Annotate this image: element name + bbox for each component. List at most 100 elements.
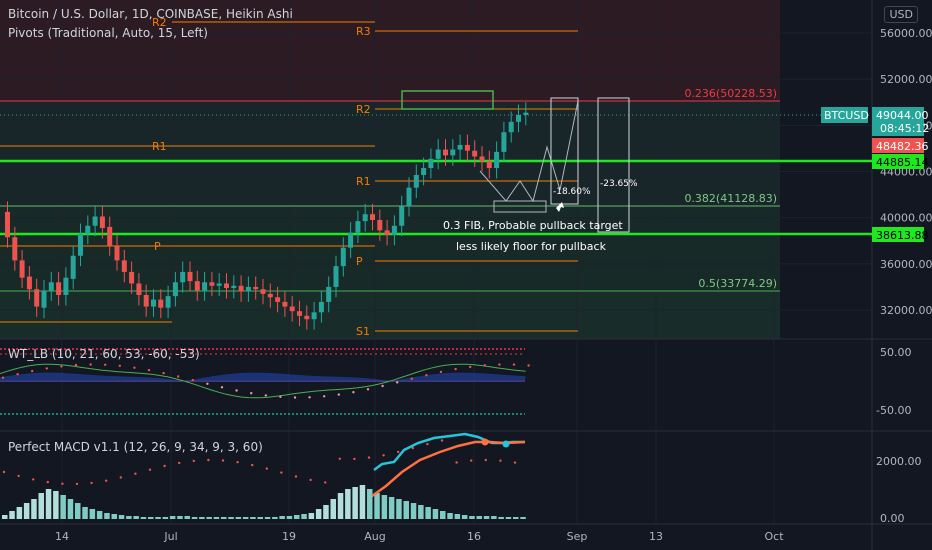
macd-hist-bar	[118, 515, 125, 519]
macd-dot	[192, 459, 195, 463]
macd-hist-bar	[294, 515, 300, 519]
wt2-dot	[454, 367, 457, 371]
macd-dot	[32, 478, 35, 481]
macd-hist-bar	[505, 517, 512, 519]
wt-pane[interactable]	[0, 348, 530, 415]
candle-body	[370, 214, 375, 220]
wt2-dot	[235, 389, 238, 392]
fib-zone-teal	[0, 101, 780, 206]
fib-0236-label: 0.236(50228.53)	[684, 87, 777, 100]
pct-label-2: -23.65%	[600, 179, 638, 189]
candle-body	[63, 277, 69, 295]
countdown-text: 08:45:12	[880, 122, 929, 135]
x-tick: 13	[649, 530, 663, 543]
macd-pane[interactable]	[2, 432, 526, 519]
candle-body	[421, 168, 427, 175]
macd-hist-bar	[2, 515, 8, 519]
target-box[interactable]	[493, 200, 547, 213]
annotation-fib-target[interactable]: 0.3 FIB, Probable pullback target	[443, 219, 623, 232]
macd-cross-dot-1	[481, 438, 489, 446]
macd-hist-bar	[53, 491, 59, 519]
fib-zone-red	[0, 0, 780, 101]
pivots-legend[interactable]: Pivots (Traditional, Auto, 15, Left)	[8, 26, 208, 40]
x-tick: 19	[282, 530, 296, 543]
macd-hist-bar	[352, 487, 358, 519]
measure-box-1[interactable]	[550, 97, 579, 205]
macd-dot	[265, 467, 268, 470]
pct-label-1: -18.60%	[553, 187, 591, 197]
macd-dot	[236, 461, 239, 464]
candle-body	[501, 132, 507, 152]
wt2-dot	[512, 363, 516, 366]
grid-lines	[0, 0, 872, 524]
price-tick: 40000.00	[880, 212, 932, 225]
macd-dot	[148, 468, 152, 471]
annotation-floor[interactable]: less likely floor for pullback	[456, 240, 607, 253]
currency-button[interactable]: USD	[884, 6, 918, 23]
green-high-text: 44885.14	[876, 156, 929, 169]
fib-zone-lowgreen	[0, 291, 780, 339]
resistance-box[interactable]	[401, 90, 494, 110]
x-tick: Jul	[163, 530, 177, 543]
wt2-dot	[74, 363, 78, 367]
price-tick: 32000.00	[880, 304, 932, 317]
macd-hist-bar	[242, 517, 249, 519]
candle-body	[202, 282, 208, 291]
macd-hist-bar	[199, 517, 205, 519]
candle-body	[406, 187, 412, 207]
candle-body	[92, 216, 98, 226]
candle-body	[289, 306, 295, 312]
macd-dot	[119, 476, 123, 479]
wt-legend[interactable]: WT_LB (10, 21, 60, 53, -60, -53)	[8, 347, 200, 361]
candle-body	[19, 260, 25, 278]
macd-hist-bar	[235, 517, 242, 519]
price-tick: 56000.00	[880, 27, 932, 40]
macd-hist-bar	[301, 514, 307, 519]
wt2-dot	[162, 371, 165, 375]
green-low-tag	[872, 227, 924, 242]
macd-hist-bar	[286, 516, 293, 519]
macd-dot	[440, 439, 444, 442]
wt2-dot	[352, 391, 355, 394]
wt2-dot	[147, 368, 151, 372]
candle-body	[282, 301, 288, 307]
macd-hist-bar	[491, 516, 497, 519]
macd-hist-bar	[148, 517, 154, 519]
candle-body	[355, 221, 361, 233]
macd-dot	[163, 464, 166, 468]
candle-body	[187, 271, 193, 282]
macd-hist-bar	[133, 516, 139, 519]
macd-dot	[221, 459, 225, 462]
red-level-text: 48482.36	[876, 140, 929, 153]
wt-area	[0, 372, 526, 381]
pivot-label-r2-old: R2	[152, 16, 167, 29]
candle-body	[180, 271, 186, 283]
candle-body	[267, 293, 273, 298]
measure-box-2[interactable]	[597, 97, 630, 233]
wt2-dot	[45, 367, 48, 370]
candle-body	[34, 289, 40, 307]
candle-body	[121, 260, 127, 272]
macd-dot	[324, 481, 327, 484]
macd-legend[interactable]: Perfect MACD v1.1 (12, 26, 9, 34, 9, 3, …	[8, 440, 263, 454]
chart-title[interactable]: Bitcoin / U.S. Dollar, 1D, COINBASE, Hei…	[8, 7, 293, 21]
macd-dot	[397, 450, 400, 454]
x-tick: 14	[55, 530, 69, 543]
wt2-dot	[527, 364, 530, 367]
macd-dot	[61, 482, 64, 485]
pivot-label-r1: R1	[356, 175, 371, 188]
candle-series[interactable]	[5, 102, 529, 330]
candle-body	[99, 216, 105, 229]
candle-body	[457, 144, 463, 150]
macd-histogram	[2, 485, 526, 519]
candle-body	[253, 286, 259, 290]
macd-dot	[353, 457, 356, 461]
wt2-dot	[118, 364, 122, 367]
green-high-tag	[872, 154, 924, 169]
macd-hist-bar	[498, 517, 504, 519]
wt2-dot	[293, 396, 297, 399]
macd-hist-bar	[330, 499, 336, 519]
candle-body	[435, 149, 441, 159]
wt2-dot	[31, 369, 34, 373]
